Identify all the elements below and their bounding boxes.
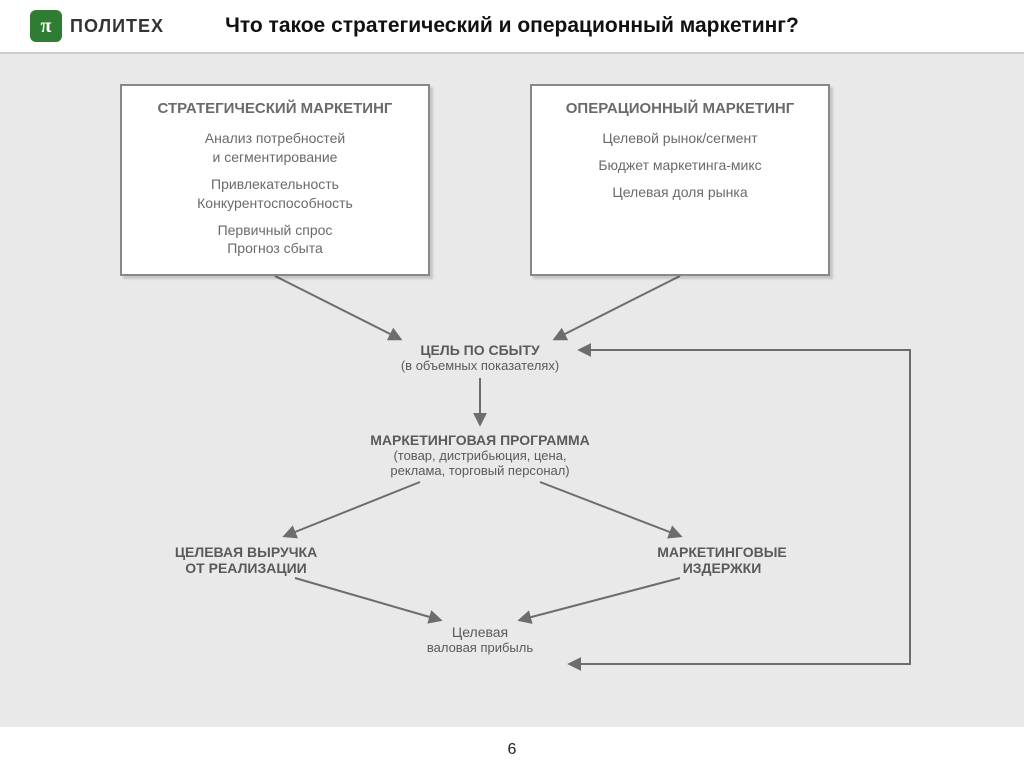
box-line: Целевой рынок/сегмент bbox=[542, 129, 818, 148]
header: π ПОЛИТЕХ Что такое стратегический и опе… bbox=[0, 0, 1024, 54]
arrow-revenue-profit bbox=[295, 578, 440, 620]
node-sub: (в объемных показателях) bbox=[401, 358, 559, 373]
node-sub: ОТ РЕАЛИЗАЦИИ bbox=[175, 560, 317, 576]
node-heading: ЦЕЛЬ ПО СБЫТУ bbox=[401, 342, 559, 358]
node-heading: Целевая bbox=[427, 624, 533, 640]
page-number: 6 bbox=[0, 741, 1024, 759]
box-line: Конкурентоспособность bbox=[132, 194, 418, 213]
box-line: Привлекательность bbox=[132, 175, 418, 194]
flow-node-program: МАРКЕТИНГОВАЯ ПРОГРАММА(товар, дистрибью… bbox=[370, 432, 590, 478]
logo-badge-icon: π bbox=[30, 10, 62, 42]
flow-box-operational: ОПЕРАЦИОННЫЙ МАРКЕТИНГ Целевой рынок/сегм… bbox=[530, 84, 830, 276]
box-title: СТРАТЕГИЧЕСКИЙ МАРКЕТИНГ bbox=[132, 100, 418, 117]
node-sub: (товар, дистрибьюция, цена, bbox=[370, 448, 590, 463]
box-line bbox=[542, 175, 818, 183]
box-line bbox=[132, 213, 418, 221]
box-line: Бюджет маркетинга-микс bbox=[542, 156, 818, 175]
box-line: Прогноз сбыта bbox=[132, 239, 418, 258]
box-title: ОПЕРАЦИОННЫЙ МАРКЕТИНГ bbox=[542, 100, 818, 117]
arrow-program-revenue bbox=[285, 482, 420, 536]
flow-node-sales_goal: ЦЕЛЬ ПО СБЫТУ(в объемных показателях) bbox=[401, 342, 559, 373]
logo-text: ПОЛИТЕХ bbox=[70, 16, 164, 37]
arrow-strategic-sales_goal bbox=[275, 276, 400, 339]
arrow-sales_goal_feedback-profit_feedback bbox=[570, 350, 910, 664]
node-heading: МАРКЕТИНГОВЫЕ bbox=[657, 544, 787, 560]
flow-node-revenue: ЦЕЛЕВАЯ ВЫРУЧКАОТ РЕАЛИЗАЦИИ bbox=[175, 544, 317, 576]
flow-node-profit: Целеваяваловая прибыль bbox=[427, 624, 533, 655]
node-sub: ИЗДЕРЖКИ bbox=[657, 560, 787, 576]
box-line bbox=[542, 148, 818, 156]
arrow-operational-sales_goal bbox=[555, 276, 680, 339]
flow-node-costs: МАРКЕТИНГОВЫЕИЗДЕРЖКИ bbox=[657, 544, 787, 576]
box-line: Целевая доля рынка bbox=[542, 183, 818, 202]
node-sub: реклама, торговый персонал) bbox=[370, 463, 590, 478]
box-line: Анализ потребностей bbox=[132, 129, 418, 148]
node-heading: ЦЕЛЕВАЯ ВЫРУЧКА bbox=[175, 544, 317, 560]
diagram-canvas: СТРАТЕГИЧЕСКИЙ МАРКЕТИНГ Анализ потребнос… bbox=[0, 54, 1024, 727]
node-heading: МАРКЕТИНГОВАЯ ПРОГРАММА bbox=[370, 432, 590, 448]
arrow-costs-profit bbox=[520, 578, 680, 620]
box-line: и сегментирование bbox=[132, 148, 418, 167]
arrow-program-costs bbox=[540, 482, 680, 536]
box-line: Первичный спрос bbox=[132, 221, 418, 240]
box-line bbox=[132, 167, 418, 175]
flow-box-strategic: СТРАТЕГИЧЕСКИЙ МАРКЕТИНГ Анализ потребнос… bbox=[120, 84, 430, 276]
node-sub: валовая прибыль bbox=[427, 640, 533, 655]
logo: π ПОЛИТЕХ bbox=[30, 10, 164, 42]
